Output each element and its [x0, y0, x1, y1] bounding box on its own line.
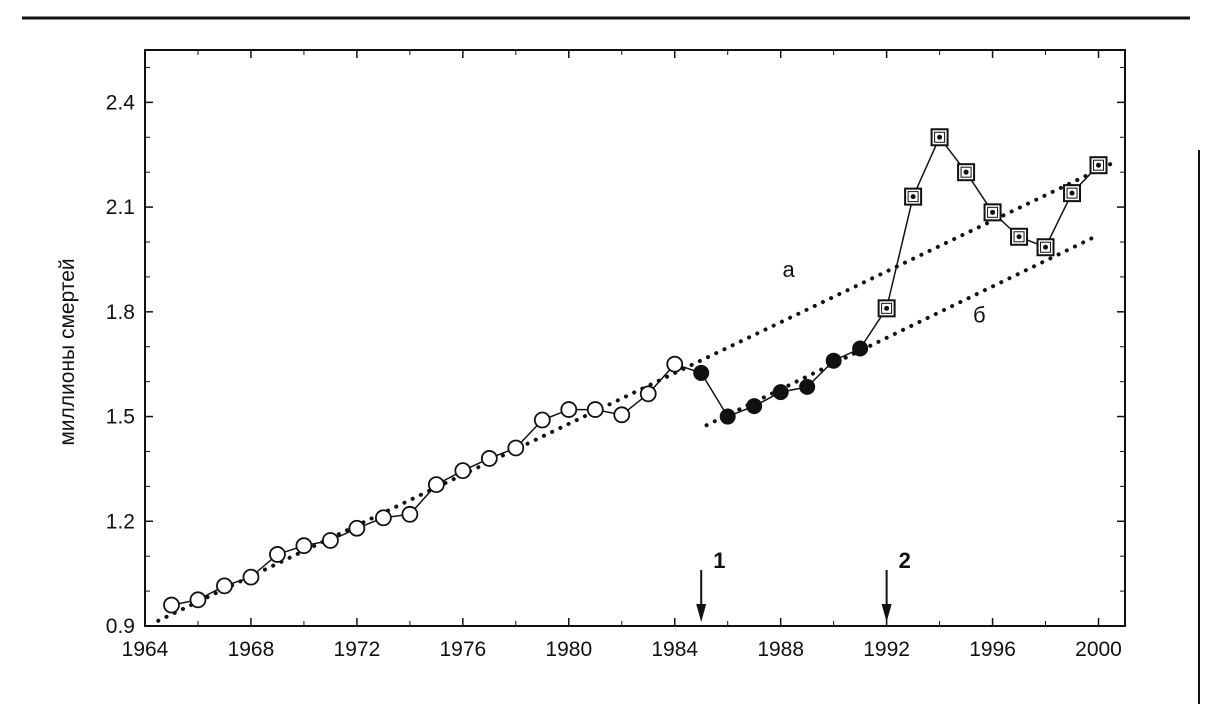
- y-tick-label: 2.4: [106, 91, 136, 114]
- data-point-boxed-inner: [1093, 159, 1105, 171]
- data-point-open: [189, 591, 207, 609]
- data-point-boxed-dot: [963, 169, 969, 175]
- event-label: 1: [713, 548, 725, 573]
- data-point-open: [348, 519, 366, 537]
- data-point-boxed-dot: [990, 209, 996, 215]
- data-point-open: [507, 439, 525, 457]
- data-point-open: [639, 385, 657, 403]
- y-tick-label: 1.5: [106, 406, 135, 429]
- y-tick-label: 0.9: [106, 615, 135, 638]
- data-point-open: [401, 505, 419, 523]
- x-tick-label: 1972: [334, 638, 381, 661]
- data-point-filled: [719, 408, 736, 425]
- y-tick-label: 1.8: [106, 301, 135, 324]
- data-point-filled: [746, 398, 763, 415]
- series-lines: [171, 135, 1100, 606]
- annotations: аб: [782, 257, 985, 327]
- data-point-boxed-inner: [1013, 231, 1025, 243]
- data-point-open: [666, 355, 684, 373]
- series-line: [171, 363, 676, 606]
- data-point-filled: [693, 364, 710, 381]
- data-point-boxed-dot: [884, 305, 890, 311]
- data-point-open: [374, 509, 392, 527]
- data-point-open: [322, 532, 339, 549]
- data-point-boxed-dot: [910, 194, 916, 200]
- data-point-boxed-inner: [907, 191, 919, 203]
- data-point-open: [480, 450, 498, 467]
- data-point-boxed-dot: [1043, 244, 1049, 250]
- data-point-boxed-dot: [1016, 234, 1022, 240]
- data-point-boxed-dot: [937, 134, 943, 140]
- event-arrow-head: [696, 604, 707, 622]
- x-tick-label: 1980: [545, 638, 592, 661]
- data-point-open: [295, 537, 313, 555]
- x-tick-label: 1964: [122, 638, 169, 661]
- x-tick-label: 1996: [969, 638, 1016, 661]
- data-point-boxed-inner: [1066, 187, 1078, 199]
- data-markers: [163, 128, 1108, 614]
- trend-label: а: [782, 257, 795, 282]
- data-point-boxed-inner: [881, 302, 893, 314]
- event-label: 2: [899, 548, 911, 573]
- data-point-open: [560, 401, 578, 418]
- y-tick-label: 1.2: [106, 510, 135, 533]
- trend-lines: [156, 161, 1114, 623]
- data-point-open: [454, 462, 472, 480]
- data-point-filled: [772, 384, 789, 401]
- data-point-open: [216, 577, 233, 595]
- data-point-open: [613, 406, 631, 424]
- data-point-filled: [799, 378, 816, 395]
- trend-label: б: [973, 302, 986, 327]
- data-point-boxed-inner: [934, 131, 946, 143]
- x-tick-label: 1984: [651, 638, 698, 661]
- trend-line: [156, 161, 1114, 623]
- series-line: [859, 135, 1100, 349]
- ticks-layer: 1964 1968 1972 1976 1980 1984 1988 1992 1996 2000…: [106, 50, 1125, 661]
- data-point-filled: [825, 352, 842, 369]
- trend-line: [704, 233, 1101, 428]
- data-point-open: [242, 568, 260, 586]
- event-arrow-head: [881, 604, 892, 622]
- y-axis-title: миллионы смертей: [56, 258, 79, 445]
- data-point-open: [269, 546, 286, 563]
- data-point-boxed-dot: [1069, 190, 1075, 196]
- data-point-boxed-inner: [1040, 241, 1052, 253]
- data-point-boxed-inner: [987, 206, 999, 218]
- x-tick-label: 1992: [863, 638, 910, 661]
- data-point-open: [586, 401, 604, 418]
- data-point-open: [533, 411, 551, 429]
- x-tick-label: 1968: [228, 638, 275, 661]
- data-point-boxed-dot: [1096, 162, 1102, 168]
- data-point-boxed-inner: [960, 166, 972, 178]
- y-tick-label: 2.1: [106, 196, 135, 219]
- data-point-open: [427, 476, 445, 494]
- data-point-filled: [852, 340, 869, 357]
- x-tick-label: 2000: [1075, 638, 1122, 661]
- plot-frame: [144, 49, 1126, 627]
- data-point-open: [163, 596, 180, 614]
- x-tick-label: 1976: [439, 638, 486, 661]
- x-tick-label: 1988: [757, 638, 804, 661]
